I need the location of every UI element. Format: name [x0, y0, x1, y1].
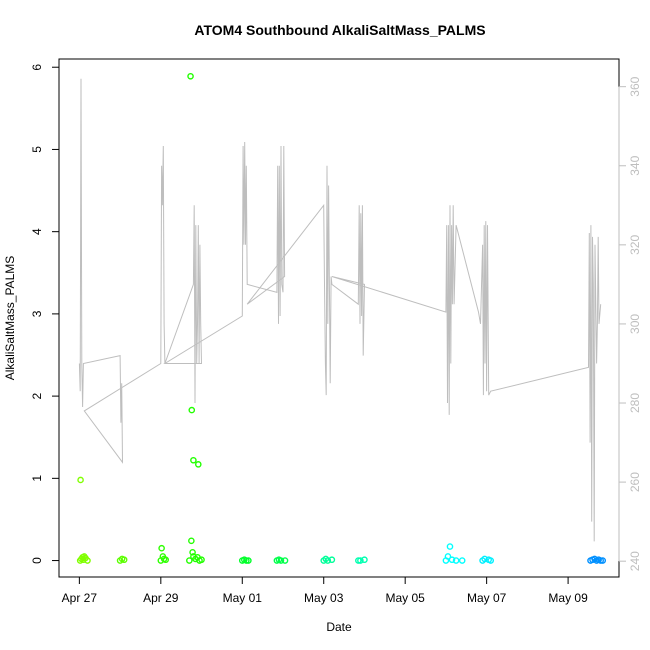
series-line — [78, 78, 602, 542]
data-point — [186, 557, 193, 564]
data-point — [324, 557, 332, 564]
x-tick-label: Apr 27 — [62, 591, 98, 605]
y2-tick-label: 340 — [628, 155, 642, 175]
data-point — [188, 537, 195, 545]
data-point — [243, 557, 250, 564]
data-point — [190, 456, 197, 464]
x-axis: Apr 27 Apr 29 May 01 May 03 May 05 May 07 May … — [62, 576, 588, 605]
y-axis-left: 0 1 2 3 4 5 6 — [30, 64, 60, 564]
data-point — [328, 556, 336, 564]
data-point — [187, 72, 194, 80]
chart-title: ATOM4 Southbound AlkaliSaltMass_PALMS — [194, 22, 485, 38]
data-point — [357, 557, 364, 564]
y2-tick-label: 260 — [628, 472, 642, 492]
line-series-layer — [78, 78, 602, 542]
data-point — [158, 544, 165, 552]
x-tick-label: May 01 — [223, 591, 263, 605]
data-point — [120, 556, 128, 564]
y2-tick-label: 240 — [628, 551, 642, 571]
x-axis-title: Date — [326, 620, 352, 634]
y-tick-label: 0 — [30, 557, 44, 564]
data-point — [444, 553, 452, 560]
data-point — [599, 557, 607, 564]
data-point — [597, 557, 604, 564]
x-tick-label: May 03 — [304, 591, 344, 605]
data-point — [189, 549, 196, 556]
data-point — [77, 476, 84, 484]
data-point — [448, 556, 456, 564]
x-tick-label: May 05 — [386, 591, 426, 605]
y2-tick-label: 300 — [628, 314, 642, 334]
scatter-series-layer — [76, 72, 607, 564]
x-tick-label: Apr 29 — [143, 591, 179, 605]
data-point — [198, 556, 205, 564]
y-tick-label: 6 — [30, 64, 44, 71]
data-point — [277, 557, 285, 564]
data-point — [188, 406, 196, 414]
data-point — [361, 556, 368, 564]
data-point — [481, 555, 488, 563]
data-point — [487, 557, 495, 564]
data-point — [458, 557, 466, 564]
y-axis-title: AlkaliSaltMass_PALMS — [3, 256, 17, 381]
data-point — [84, 557, 91, 564]
y-tick-label: 3 — [30, 310, 44, 317]
data-point — [355, 557, 362, 564]
data-point — [245, 557, 252, 564]
data-point — [446, 543, 454, 550]
y2-tick-label: 280 — [628, 393, 642, 413]
x-tick-label: May 07 — [467, 591, 507, 605]
y-tick-label: 2 — [30, 392, 44, 399]
y-tick-label: 5 — [30, 146, 44, 153]
data-point — [281, 557, 289, 564]
data-point — [162, 556, 170, 564]
data-point — [452, 557, 460, 564]
y2-tick-label: 360 — [628, 76, 642, 96]
data-point — [194, 461, 202, 468]
plot-frame — [58, 58, 620, 578]
y-tick-label: 1 — [30, 475, 44, 482]
y2-tick-label: 320 — [628, 235, 642, 255]
y-axis-right: 240 260 280 300 320 340 360 — [618, 76, 642, 571]
x-tick-label: May 09 — [548, 591, 588, 605]
y-tick-label: 4 — [30, 228, 44, 235]
